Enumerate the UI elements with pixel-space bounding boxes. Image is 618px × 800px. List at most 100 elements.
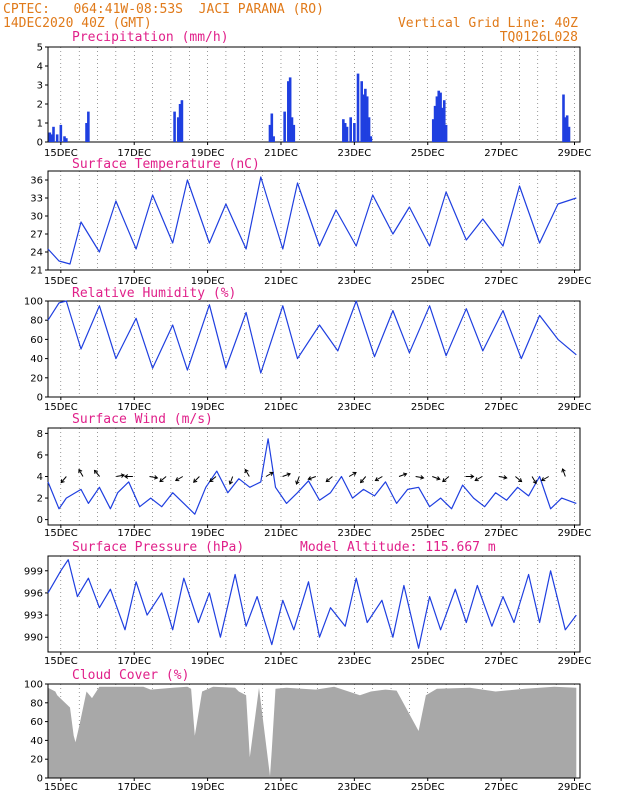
wind-arrow-shaft [60, 476, 67, 483]
wind-arrow [60, 476, 67, 484]
precip-bar [272, 136, 275, 142]
wind-arrow [359, 476, 367, 484]
y-tick-label: 80 [30, 698, 43, 709]
cloud-cover-title: Cloud Cover (%) [72, 668, 189, 683]
x-tick-label: 23DEC [337, 276, 371, 287]
x-tick-label: 15DEC [44, 148, 78, 159]
wind-arrow [348, 471, 357, 477]
x-tick-label: 23DEC [337, 782, 371, 793]
wind-arrow-head [532, 479, 537, 485]
wind-arrow [307, 476, 317, 481]
precip-bar [444, 124, 448, 142]
y-tick-label: 990 [24, 633, 43, 644]
precip-bar [345, 126, 349, 142]
y-tick-label: 20 [30, 373, 43, 384]
wind-arrow [531, 476, 537, 485]
wind-arrow [93, 469, 100, 477]
wind-arrow [442, 476, 450, 483]
y-tick-label: 40 [30, 354, 43, 365]
wind-arrow-head [561, 468, 566, 473]
precip-bar [441, 107, 444, 142]
precip-bar [431, 119, 435, 142]
x-tick-label: 17DEC [117, 276, 151, 287]
x-tick-label: 29DEC [558, 402, 592, 413]
wind-arrow-shaft [209, 476, 217, 483]
precip-bar [270, 113, 274, 142]
y-tick-label: 36 [30, 176, 43, 187]
wind-arrow [193, 476, 200, 483]
y-tick-label: 21 [30, 266, 43, 277]
y-tick-label: 33 [30, 194, 43, 205]
y-tick-label: 4 [37, 472, 43, 483]
wind-arrow [282, 472, 291, 477]
x-tick-label: 15DEC [44, 276, 78, 287]
x-tick-label: 29DEC [558, 656, 592, 667]
panels: 0 1 2 3 4 5 15DEC 17DEC 19DEC 21DEC 23DEC 25DEC 27DE… [24, 30, 591, 793]
x-tick-label: 17DEC [117, 148, 151, 159]
precip-bar [287, 81, 290, 142]
run-time-label: 14DEC2020 40Z (GMT) [3, 16, 152, 31]
wind-arrow [116, 473, 126, 478]
y-tick-label: 24 [30, 248, 43, 259]
wind-arrow-shaft [348, 472, 357, 477]
precip-bar [292, 124, 296, 142]
wind-arrow-head [470, 474, 475, 479]
wind-arrow-head [120, 473, 126, 478]
wind-arrow-head [123, 474, 129, 479]
wind-arrow [149, 475, 159, 480]
station-label: CPTEC: 064:41W-08:53S JACI PARANA (RO) [3, 2, 324, 17]
x-tick-label: 17DEC [117, 528, 151, 539]
precip-bar [176, 117, 180, 142]
wind-arrow [415, 475, 425, 480]
x-tick-label: 19DEC [191, 656, 225, 667]
temperature-line [47, 176, 577, 265]
wind-arrow-head [325, 478, 330, 483]
x-tick-label: 25DEC [411, 148, 445, 159]
wind-arrow-shaft [531, 476, 537, 484]
precip-bar [283, 111, 286, 142]
wind-arrow-head [352, 471, 357, 476]
wind-arrow-shaft [265, 472, 274, 477]
x-tick-label: 25DEC [411, 402, 445, 413]
wind-arrow-shaft [308, 476, 317, 480]
wind-arrow [540, 476, 549, 482]
wind-arrow-head [436, 476, 441, 481]
precip-bar [365, 96, 369, 142]
wind-arrow-shaft [432, 476, 440, 480]
y-tick-label: 80 [30, 316, 43, 327]
wind-arrow-head [60, 479, 65, 484]
precip-bar [63, 136, 66, 142]
x-tick-label: 17DEC [117, 402, 151, 413]
wind-arrow-head [154, 475, 159, 480]
precip-bar [435, 96, 439, 142]
x-tick-label: 29DEC [558, 528, 592, 539]
humidity-panel: 0 20 40 60 80 100 15DEC 17DEC 19DEC 21DEC 23DEC 25D… [24, 286, 591, 413]
cloud-cover-panel: 0 20 40 60 80 100 15DEC 17DEC 19DEC 21DEC 23DEC 25D… [24, 668, 591, 793]
wind-arrow [78, 468, 84, 477]
wind-arrow-head [442, 478, 447, 483]
wind-arrow-shaft [78, 469, 84, 477]
wind-arrow-head [78, 468, 83, 474]
x-tick-label: 25DEC [411, 656, 445, 667]
wind-arrow-head [420, 475, 425, 480]
wind-arrow [265, 471, 274, 477]
wind-arrow [432, 476, 441, 481]
wind-arrow-shaft [562, 468, 566, 477]
precip-bar [290, 117, 294, 142]
y-tick-label: 60 [30, 335, 43, 346]
wind-panel: 0 2 4 6 8 15DEC 17DEC 19DEC 21DEC 23DEC 25DEC 27DEC… [37, 412, 592, 539]
x-tick-label: 15DEC [44, 402, 78, 413]
y-tick-label: 999 [24, 566, 43, 577]
wind-arrow-shaft [149, 476, 158, 479]
precip-bar [564, 117, 567, 142]
wind-arrow [561, 468, 566, 477]
precip-bar [55, 134, 59, 142]
temperature-panel: 21 24 27 30 33 36 15DEC 17DEC 19DEC 21DEC 23DEC 25D… [30, 157, 591, 287]
precip-bar [52, 126, 55, 142]
x-tick-label: 15DEC [44, 782, 78, 793]
cloud-cover-area [48, 686, 577, 778]
x-tick-label: 27DEC [484, 276, 518, 287]
wind-arrow-shaft [442, 476, 450, 483]
precip-bar [268, 124, 272, 142]
